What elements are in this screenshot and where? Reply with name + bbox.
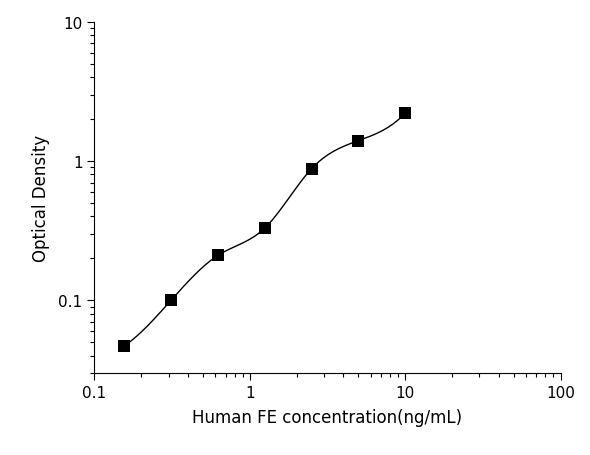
Point — [260, 225, 270, 232]
Point — [353, 138, 363, 145]
Point — [120, 342, 129, 349]
Point — [307, 166, 316, 173]
Point — [214, 252, 223, 259]
Point — [401, 111, 410, 118]
Y-axis label: Optical Density: Optical Density — [32, 135, 50, 261]
Point — [166, 297, 176, 304]
X-axis label: Human FE concentration(ng/mL): Human FE concentration(ng/mL) — [192, 408, 463, 426]
